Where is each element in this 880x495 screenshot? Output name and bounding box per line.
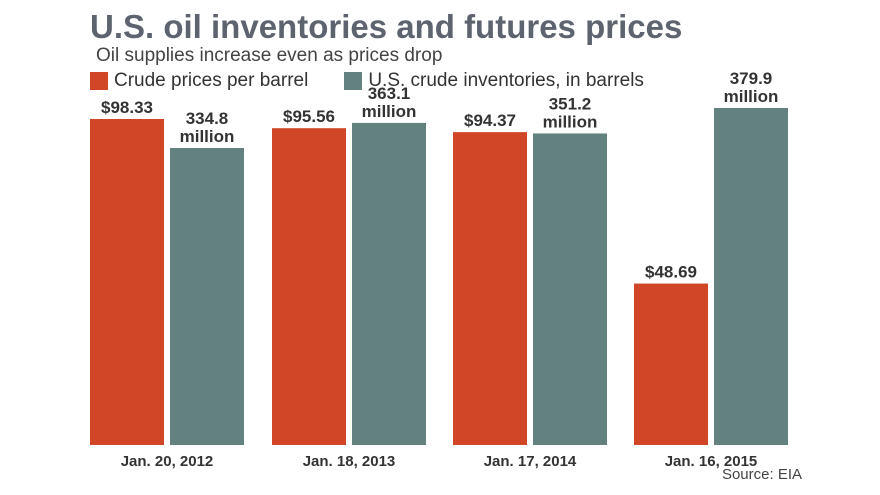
source-note: Source: EIA: [721, 466, 802, 483]
data-label-crude-price-jan-18-2013: $95.56: [283, 107, 335, 126]
data-label-crude-inventory-jan-20-2012-line2: million: [180, 127, 235, 146]
bar-crude-price-jan-20-2012: [90, 119, 164, 445]
data-label-crude-inventory-jan-17-2014-line1: 351.2: [549, 94, 592, 113]
bar-crude-inventory-jan-16-2015: [714, 108, 788, 445]
data-label-crude-price-jan-20-2012: $98.33: [101, 98, 153, 117]
category-label-jan-18-2013: Jan. 18, 2013: [303, 453, 396, 470]
legend-swatch-crude-prices: [90, 72, 108, 90]
chart-subtitle: Oil supplies increase even as prices dro…: [96, 45, 443, 66]
data-label-crude-inventory-jan-16-2015-line2: million: [724, 87, 779, 106]
data-label-crude-price-jan-17-2014: $94.37: [464, 111, 516, 130]
data-label-crude-inventory-jan-18-2013-line2: million: [362, 102, 417, 121]
legend-label-crude-prices: Crude prices per barrel: [114, 70, 309, 91]
legend-swatch-crude-inventories: [344, 72, 363, 90]
data-label-crude-inventory-jan-17-2014-line2: million: [543, 112, 598, 131]
chart-title: U.S. oil inventories and futures prices: [90, 8, 683, 45]
bar-crude-inventory-jan-17-2014: [533, 133, 607, 446]
category-label-jan-17-2014: Jan. 17, 2014: [484, 453, 577, 470]
legend-item-crude-prices: Crude prices per barrel: [90, 70, 308, 92]
legend-label-crude-inventories: U.S. crude inventories, in barrels: [368, 70, 644, 91]
data-label-crude-price-jan-16-2015: $48.69: [645, 263, 697, 282]
data-label-crude-inventory-jan-18-2013-line1: 363.1: [368, 84, 411, 103]
legend: Crude prices per barrel U.S. crude inven…: [90, 70, 680, 92]
category-label-jan-16-2015: Jan. 16, 2015: [665, 453, 758, 470]
bar-crude-price-jan-17-2014: [453, 132, 527, 445]
bar-crude-inventory-jan-18-2013: [352, 122, 426, 446]
legend-item-crude-inventories: U.S. crude inventories, in barrels: [344, 70, 644, 92]
category-label-jan-20-2012: Jan. 20, 2012: [121, 453, 214, 470]
bar-crude-price-jan-18-2013: [272, 128, 346, 445]
data-label-crude-inventory-jan-16-2015-line1: 379.9: [730, 69, 773, 88]
bar-crude-inventory-jan-20-2012: [170, 148, 244, 445]
bar-crude-price-jan-16-2015: [634, 283, 708, 445]
data-label-crude-inventory-jan-20-2012-line1: 334.8: [186, 109, 229, 128]
